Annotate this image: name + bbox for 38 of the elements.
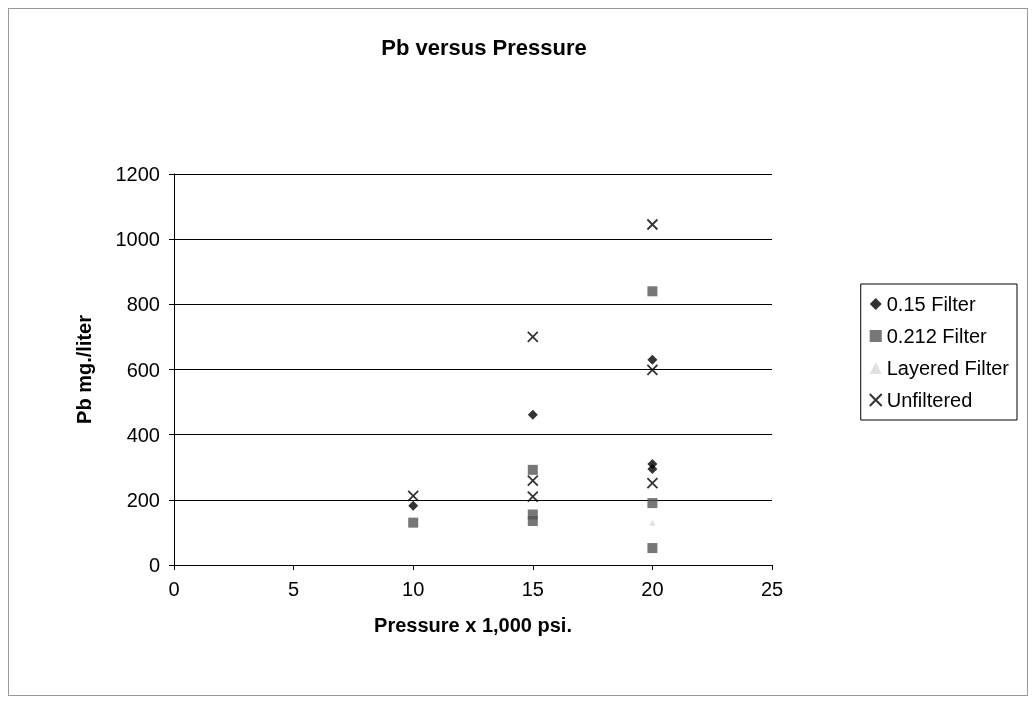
x-tick-label: 20 bbox=[641, 578, 664, 600]
point bbox=[526, 490, 539, 503]
x-tick-label: 0 bbox=[168, 578, 180, 600]
x-tick-label: 5 bbox=[288, 578, 300, 600]
x-axis-title: Pressure x 1,000 psi. bbox=[374, 614, 572, 636]
x-tick-label: 25 bbox=[760, 578, 784, 600]
x-tick-label: 10 bbox=[402, 578, 425, 600]
point bbox=[647, 498, 658, 509]
chart-title: Pb versus Pressure bbox=[381, 34, 587, 60]
y-tick-label: 200 bbox=[126, 488, 160, 511]
x-tick-label: 15 bbox=[521, 578, 544, 600]
y-tick-label: 800 bbox=[126, 293, 160, 316]
y-axis-title: Pb mg./liter bbox=[73, 314, 95, 424]
y-tick-label: 0 bbox=[148, 554, 160, 576]
point bbox=[646, 477, 659, 490]
legend-label: Layered Filter bbox=[886, 357, 1010, 379]
point bbox=[527, 409, 538, 420]
point bbox=[646, 218, 659, 231]
legend-label: 0.212 Filter bbox=[886, 325, 988, 347]
point bbox=[646, 363, 659, 376]
point bbox=[407, 490, 420, 502]
point bbox=[649, 519, 656, 526]
y-tick-label: 1200 bbox=[115, 163, 160, 185]
point bbox=[647, 286, 658, 297]
y-tick-label: 1000 bbox=[115, 228, 160, 251]
point bbox=[647, 354, 658, 365]
legend-label: Unfiltered bbox=[886, 389, 973, 411]
point bbox=[408, 500, 419, 511]
point bbox=[527, 516, 538, 527]
point bbox=[647, 463, 658, 474]
point bbox=[527, 464, 538, 475]
legend-label: 0.15 Filter bbox=[886, 293, 976, 315]
point bbox=[647, 543, 658, 554]
point bbox=[526, 331, 539, 343]
point bbox=[408, 517, 419, 528]
y-tick-label: 400 bbox=[126, 423, 160, 446]
point bbox=[526, 474, 539, 487]
y-tick-label: 600 bbox=[126, 358, 160, 381]
